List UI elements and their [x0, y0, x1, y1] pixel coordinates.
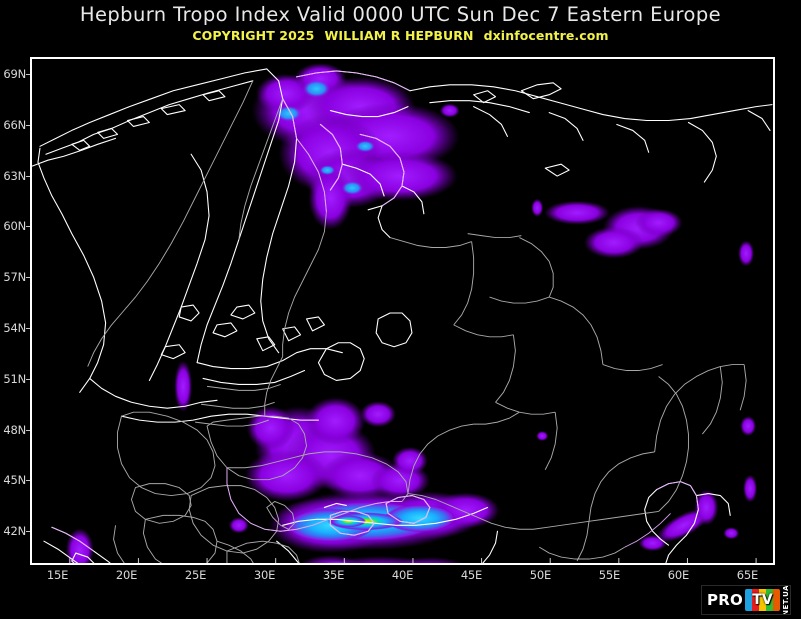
logo-tv-icon: TV	[744, 589, 780, 611]
coastlines	[32, 68, 773, 563]
logo-domain-text: NET.UA	[782, 585, 790, 615]
lat-tick-mark	[26, 531, 31, 533]
lat-tick-mark	[26, 226, 31, 228]
copyright-line: COPYRIGHT 2025 WILLIAM R HEPBURN dxinfocen…	[0, 26, 801, 43]
lon-tick-label-65e: 65E	[736, 568, 759, 582]
lat-tick-label-51n: 51N	[3, 371, 26, 386]
highlighted-borders	[51, 70, 699, 552]
lat-tick-mark	[26, 124, 31, 126]
lon-tick-label-55e: 55E	[598, 568, 621, 582]
tropo-map-frame[interactable]: U U	[30, 57, 775, 565]
page-header: Hepburn Tropo Index Valid 0000 UTC Sun D…	[0, 0, 801, 52]
lon-tick-label-30e: 30E	[253, 568, 276, 582]
lon-tick-label-45e: 45E	[460, 568, 483, 582]
lat-tick-label-66n: 66N	[3, 117, 26, 132]
copyright-text: COPYRIGHT 2025	[192, 28, 315, 43]
lon-tick-label-60e: 60E	[667, 568, 690, 582]
lon-tick-label-15e: 15E	[46, 568, 69, 582]
author-name: WILLIAM R HEPBURN	[324, 28, 474, 43]
lat-tick-label-63n: 63N	[3, 168, 26, 183]
logo-stripe	[744, 589, 752, 611]
protv-logo[interactable]: PRO TV NET.UA	[701, 585, 791, 615]
map-inner-ticks	[69, 558, 757, 563]
lat-tick-label-48n: 48N	[3, 422, 26, 437]
lon-tick-label-40e: 40E	[391, 568, 414, 582]
lat-tick-label-69n: 69N	[3, 66, 26, 81]
logo-tv-text: TV	[752, 592, 773, 608]
tropo-index-field	[65, 62, 758, 563]
lat-tick-mark	[26, 378, 31, 380]
lon-tick-label-50e: 50E	[529, 568, 552, 582]
lat-tick-label-60n: 60N	[3, 219, 26, 234]
lat-tick-mark	[26, 277, 31, 279]
lat-tick-mark	[26, 327, 31, 329]
lat-tick-label-45n: 45N	[3, 473, 26, 488]
lat-tick-mark	[26, 175, 31, 177]
logo-stripe	[772, 589, 780, 611]
logo-pro-text: PRO	[707, 591, 743, 609]
lat-tick-label-54n: 54N	[3, 320, 26, 335]
lat-tick-label-57n: 57N	[3, 270, 26, 285]
page-title: Hepburn Tropo Index Valid 0000 UTC Sun D…	[79, 3, 722, 26]
lat-tick-label-42n: 42N	[3, 524, 26, 539]
lat-tick-mark	[26, 429, 31, 431]
logo-stripe	[751, 589, 759, 611]
website-link[interactable]: dxinfocentre.com	[483, 28, 609, 43]
tropo-map-canvas[interactable]: U U	[32, 59, 773, 563]
lon-tick-label-35e: 35E	[322, 568, 345, 582]
lon-tick-label-25e: 25E	[184, 568, 207, 582]
lon-tick-label-20e: 20E	[115, 568, 138, 582]
logo-stripe	[758, 589, 766, 611]
logo-stripe	[765, 589, 773, 611]
lat-tick-mark	[26, 73, 31, 75]
lat-tick-mark	[26, 480, 31, 482]
